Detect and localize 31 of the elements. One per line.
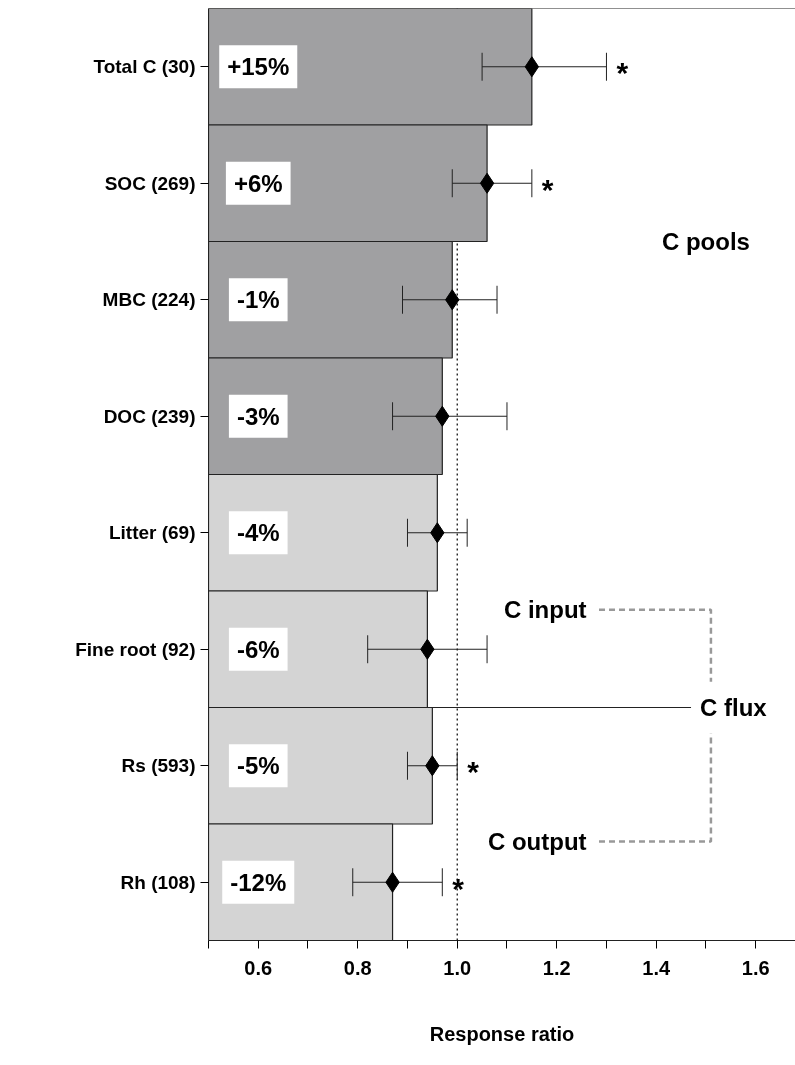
x-tick-label: 0.8: [343, 956, 372, 979]
annotation: +15%: [227, 53, 290, 81]
annotation: C flux: [699, 694, 768, 721]
x-tick-label: 1.6: [741, 956, 770, 979]
annotation: C input: [503, 596, 587, 624]
x-axis-title: Response ratio: [429, 1022, 575, 1045]
y-tick-label: DOC (239): [103, 405, 196, 427]
y-tick-label: Litter (69): [108, 522, 196, 544]
x-tick-label: 1.0: [443, 956, 472, 979]
x-tick-label: 1.2: [542, 956, 571, 979]
annotation: *: [541, 172, 554, 206]
annotation: -4%: [236, 519, 280, 547]
x-tick-label: 1.4: [642, 956, 671, 979]
annotation: -1%: [236, 286, 280, 314]
annotation: *: [467, 755, 480, 789]
annotation: C output: [487, 827, 587, 855]
y-tick-label: SOC (269): [104, 172, 196, 194]
annotation: -3%: [236, 402, 280, 430]
annotation: -5%: [236, 752, 280, 780]
x-tick-label: 0.6: [244, 956, 273, 979]
y-tick-label: MBC (224): [102, 289, 196, 311]
annotation: -12%: [230, 868, 287, 896]
y-tick-label: Total C (30): [93, 56, 196, 78]
y-tick-label: Fine root (92): [75, 638, 196, 660]
annotation: *: [616, 56, 629, 90]
y-tick-label: Rs (593): [121, 755, 196, 777]
annotation: C pools: [661, 228, 750, 255]
annotation: *: [452, 871, 465, 905]
annotation: +6%: [233, 169, 283, 197]
annotation: -6%: [236, 635, 280, 663]
y-tick-label: Rh (108): [120, 871, 196, 893]
